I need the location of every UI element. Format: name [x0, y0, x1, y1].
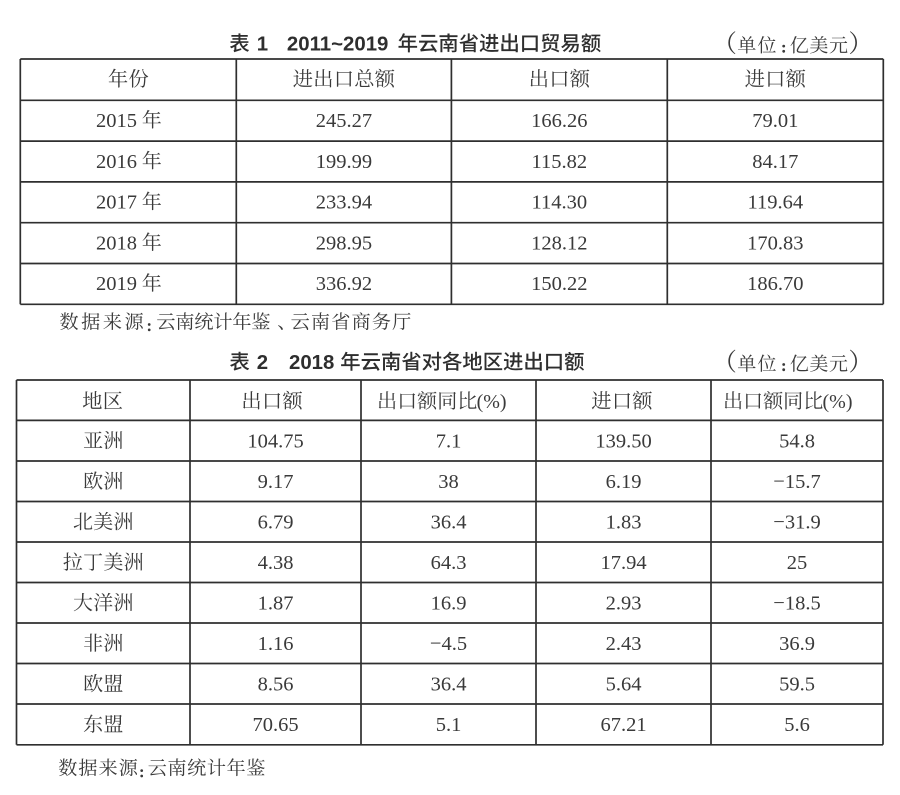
- svg-text:−4.5: −4.5: [430, 633, 467, 655]
- svg-text:70.65: 70.65: [252, 714, 298, 736]
- svg-text:1: 1: [257, 34, 268, 56]
- svg-text:38: 38: [438, 471, 459, 493]
- svg-text:119.64: 119.64: [747, 192, 803, 214]
- svg-text:17.94: 17.94: [600, 552, 646, 574]
- svg-text:6.19: 6.19: [606, 471, 642, 493]
- svg-text:36.4: 36.4: [431, 674, 467, 696]
- svg-text:84.17: 84.17: [752, 151, 798, 173]
- svg-text:36.9: 36.9: [779, 633, 815, 655]
- svg-text:4.38: 4.38: [258, 552, 294, 574]
- svg-text:5.1: 5.1: [436, 714, 462, 736]
- svg-text:16.9: 16.9: [431, 593, 467, 615]
- svg-text:2.43: 2.43: [606, 633, 642, 655]
- svg-text:245.27: 245.27: [316, 110, 372, 132]
- svg-text:199.99: 199.99: [316, 151, 372, 173]
- svg-text:336.92: 336.92: [316, 273, 372, 295]
- svg-text:233.94: 233.94: [316, 192, 372, 214]
- svg-text:1.87: 1.87: [258, 593, 294, 615]
- svg-text:−18.5: −18.5: [773, 593, 820, 615]
- svg-text:170.83: 170.83: [747, 232, 803, 254]
- svg-text:186.70: 186.70: [747, 273, 803, 295]
- svg-text:2018: 2018: [96, 232, 137, 254]
- svg-text:5.6: 5.6: [784, 714, 810, 736]
- svg-text:115.82: 115.82: [531, 151, 587, 173]
- svg-text:25: 25: [787, 552, 808, 574]
- svg-text:6.79: 6.79: [258, 512, 294, 534]
- svg-text:1.83: 1.83: [606, 512, 642, 534]
- svg-text:−15.7: −15.7: [773, 471, 820, 493]
- svg-text:54.8: 54.8: [779, 431, 815, 453]
- svg-text:36.4: 36.4: [431, 512, 467, 534]
- svg-text:128.12: 128.12: [531, 232, 587, 254]
- svg-text:1.16: 1.16: [258, 633, 294, 655]
- svg-text:9.17: 9.17: [258, 471, 294, 493]
- svg-text:2018: 2018: [289, 352, 334, 374]
- svg-text:−31.9: −31.9: [773, 512, 820, 534]
- svg-text:5.64: 5.64: [606, 674, 642, 696]
- svg-text:7.1: 7.1: [436, 431, 462, 453]
- svg-text:2011~2019: 2011~2019: [287, 34, 389, 56]
- svg-text:2015: 2015: [96, 110, 137, 132]
- svg-text:166.26: 166.26: [531, 110, 587, 132]
- svg-text:2: 2: [257, 352, 268, 374]
- svg-text:139.50: 139.50: [595, 431, 651, 453]
- svg-text:150.22: 150.22: [531, 273, 587, 295]
- svg-text:59.5: 59.5: [779, 674, 815, 696]
- svg-text:8.56: 8.56: [258, 674, 294, 696]
- svg-text:2017: 2017: [96, 192, 137, 214]
- svg-text:2016: 2016: [96, 151, 137, 173]
- svg-text:67.21: 67.21: [600, 714, 646, 736]
- svg-text:2.93: 2.93: [606, 593, 642, 615]
- svg-text:104.75: 104.75: [247, 431, 303, 453]
- svg-text:79.01: 79.01: [752, 110, 798, 132]
- svg-text:2019: 2019: [96, 273, 137, 295]
- svg-text:114.30: 114.30: [531, 192, 587, 214]
- svg-text:(%): (%): [477, 391, 507, 413]
- svg-text:298.95: 298.95: [316, 232, 372, 254]
- svg-text:(%): (%): [823, 391, 853, 413]
- svg-text:64.3: 64.3: [431, 552, 467, 574]
